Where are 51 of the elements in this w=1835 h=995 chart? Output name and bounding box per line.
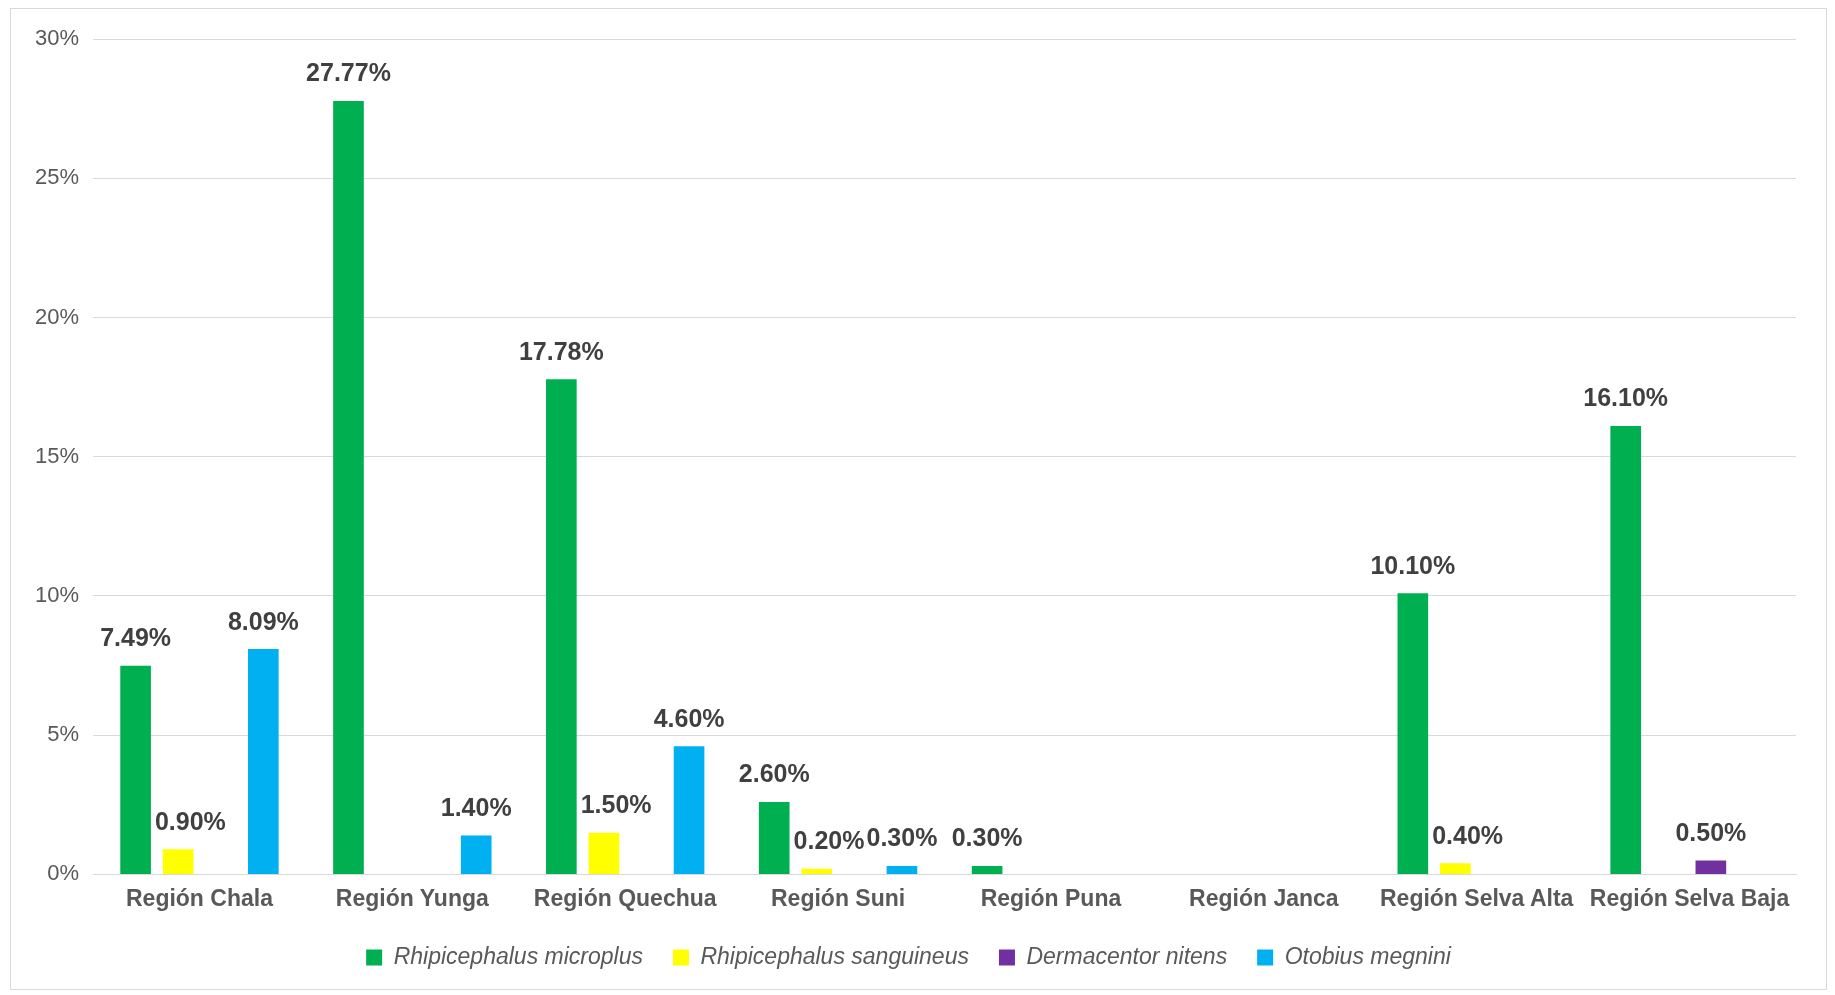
legend-label: Otobius megnini bbox=[1284, 942, 1452, 969]
data-label: 27.77% bbox=[306, 58, 391, 87]
x-tick-label: Región Janca bbox=[1189, 884, 1339, 911]
y-tick-label: 10% bbox=[34, 582, 80, 607]
bar bbox=[886, 866, 918, 874]
bar bbox=[1440, 863, 1471, 874]
data-label: 1.50% bbox=[580, 790, 652, 819]
bar bbox=[1610, 426, 1642, 874]
data-label: 16.10% bbox=[1583, 383, 1669, 412]
y-tick-label: 20% bbox=[34, 303, 80, 329]
data-label: 8.09% bbox=[227, 606, 299, 635]
x-tick-label: Región Suni bbox=[770, 884, 906, 911]
bar bbox=[460, 835, 492, 874]
x-tick-label: Región Quechua bbox=[533, 884, 717, 911]
x-tick-label: Región Puna bbox=[980, 884, 1122, 911]
data-label: 0.40% bbox=[1432, 820, 1504, 849]
x-tick-label: Región Selva Alta bbox=[1379, 884, 1574, 911]
bar bbox=[333, 101, 364, 874]
data-label: 10.10% bbox=[1370, 550, 1456, 579]
bar bbox=[546, 379, 577, 874]
bar bbox=[248, 649, 279, 874]
bar bbox=[758, 802, 790, 874]
bar bbox=[120, 665, 151, 874]
data-label: 1.40% bbox=[440, 792, 512, 821]
y-tick-label: 0% bbox=[47, 860, 80, 886]
bar bbox=[162, 849, 194, 874]
x-tick-label: Región Yunga bbox=[335, 884, 489, 911]
data-label: 7.49% bbox=[100, 623, 172, 652]
legend-label: Rhipicephalus sanguineus bbox=[700, 942, 970, 969]
y-tick-label: 15% bbox=[34, 442, 80, 468]
bar bbox=[1695, 860, 1727, 874]
data-label: 0.30% bbox=[866, 823, 938, 852]
data-label: 17.78% bbox=[518, 336, 604, 365]
bar bbox=[673, 746, 705, 874]
data-label: 0.30% bbox=[951, 823, 1023, 852]
y-tick-label: 25% bbox=[34, 164, 80, 190]
y-tick-label: 5% bbox=[47, 721, 80, 747]
bar bbox=[588, 832, 620, 874]
data-label: 0.50% bbox=[1675, 817, 1747, 846]
data-label: 4.60% bbox=[653, 703, 725, 732]
data-label: 0.90% bbox=[154, 806, 226, 835]
bar bbox=[801, 868, 833, 874]
bar bbox=[1397, 593, 1429, 874]
x-tick-label: Región Chala bbox=[125, 884, 274, 911]
data-label: 0.20% bbox=[793, 826, 865, 855]
legend-label: Dermacentor nitens bbox=[1026, 942, 1228, 969]
data-label: 2.60% bbox=[738, 759, 810, 788]
legend-label: Rhipicephalus microplus bbox=[393, 942, 644, 969]
bar bbox=[971, 866, 1003, 874]
y-tick-label: 30% bbox=[34, 25, 80, 51]
x-tick-label: Región Selva Baja bbox=[1589, 884, 1790, 911]
